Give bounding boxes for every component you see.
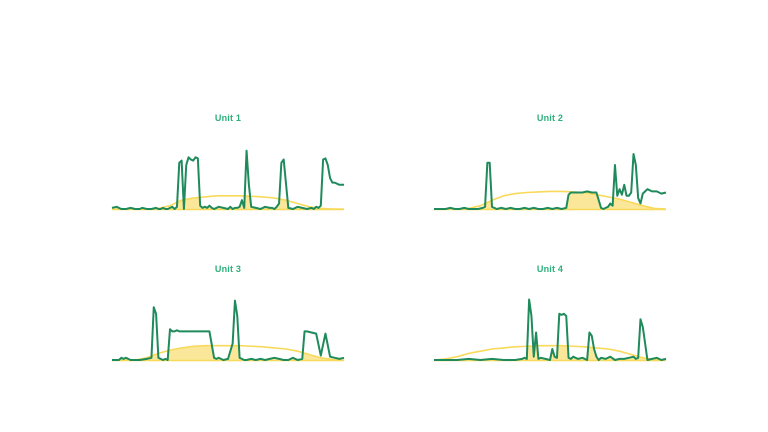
- panel-unit-4: Unit 4: [433, 264, 667, 374]
- baseline-series-line: [433, 344, 667, 361]
- overlap-area: [112, 345, 344, 360]
- actual-series-line: [434, 298, 667, 361]
- panel-title: Unit 1: [214, 113, 242, 123]
- actual-series-line: [111, 149, 344, 210]
- baseline-series-line: [112, 194, 344, 210]
- panel-title: Unit 2: [536, 113, 564, 123]
- panel-title: Unit 4: [536, 264, 564, 274]
- baseline-series-line: [434, 190, 667, 210]
- plot-unit-2: [434, 153, 667, 211]
- baseline-series-line: [112, 344, 345, 361]
- actual-series-line: [112, 299, 345, 361]
- panel-unit-3: Unit 3: [112, 264, 345, 374]
- panel-title: Unit 3: [214, 264, 242, 274]
- plot-unit-1: [111, 149, 344, 211]
- actual-series-line: [434, 153, 667, 210]
- panel-unit-1: Unit 1: [111, 113, 344, 223]
- overlap-area: [112, 196, 344, 209]
- overlap-area: [434, 192, 666, 209]
- plot-unit-4: [433, 298, 667, 362]
- plot-unit-3: [112, 299, 345, 362]
- panel-unit-2: Unit 2: [434, 113, 667, 223]
